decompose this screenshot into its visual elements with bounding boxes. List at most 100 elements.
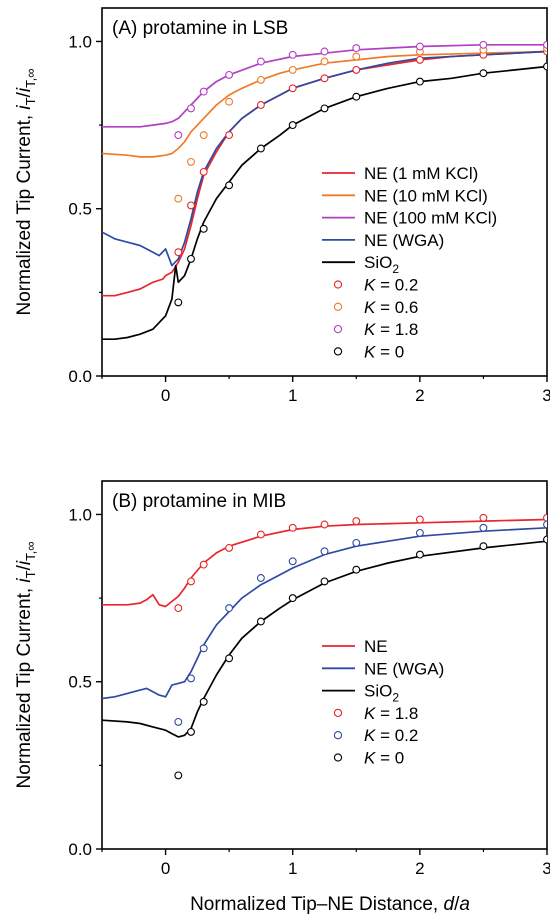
data-point-b-k-1-8-2 <box>199 560 208 569</box>
data-point-b-k-0-2-5 <box>288 557 297 566</box>
data-point-a-k-1-8-7 <box>352 44 361 53</box>
data-point-a-k-0-2-4 <box>256 101 265 109</box>
data-point-a-k-0-6-5 <box>288 65 297 74</box>
legend-swatch-a-k-0 <box>333 347 343 356</box>
legend-swatch-a-k-1-8 <box>333 324 343 334</box>
data-point-b-k-1-8-7 <box>352 517 361 526</box>
data-point-b-k-0-9 <box>479 542 488 551</box>
data-point-a-k-0-6-4 <box>256 75 265 84</box>
data-point-a-k-0-7 <box>352 92 361 101</box>
panel-title-a: (A) protamine in LSB <box>112 18 288 39</box>
data-point-a-k-1-8-6 <box>320 47 329 56</box>
legend-label-b-k-0-2: K = 0.2 <box>364 726 418 745</box>
plot-frame-b <box>101 480 548 850</box>
panel-title-b: (B) protamine in MIB <box>112 491 286 512</box>
legend-swatch-a-k-0-6 <box>333 302 343 311</box>
series-line-a-sio2 <box>102 65 547 341</box>
data-point-a-k-0-6-2 <box>199 131 208 140</box>
x-tick-label-b-2: 2 <box>415 859 424 878</box>
data-point-b-k-1-8-9 <box>479 513 488 522</box>
data-point-b-k-0-8 <box>415 550 424 559</box>
data-point-a-k-0-2-0 <box>174 248 183 257</box>
legend-swatch-b-k-0-2 <box>333 731 343 740</box>
series-line-b-ne-wga <box>102 526 547 700</box>
data-point-b-k-1-8-10 <box>543 513 547 522</box>
data-point-b-k-1-8-1 <box>187 577 195 586</box>
data-point-a-k-0-6-1 <box>187 157 195 166</box>
data-point-b-k-0-2-9 <box>479 523 488 532</box>
data-point-b-k-0-0 <box>174 771 183 780</box>
data-point-a-k-1-8-8 <box>415 42 424 51</box>
data-point-b-k-0-2-0 <box>174 717 183 726</box>
data-point-a-k-0-8 <box>415 77 424 86</box>
legend-label-a-k-0-2: K = 0.2 <box>364 276 418 295</box>
data-point-b-k-0-2-2 <box>199 644 208 653</box>
data-point-a-k-0-3 <box>225 181 234 190</box>
x-tick-label-b-3: 3 <box>542 859 550 878</box>
y-tick-label-b-2: 1.0 <box>68 505 92 524</box>
y-tick-label-b-0: 0.0 <box>68 840 92 859</box>
data-point-b-k-0-4 <box>256 617 265 626</box>
data-point-a-k-0-2-7 <box>352 65 361 74</box>
data-point-b-k-0-6 <box>320 577 329 586</box>
series-line-b-sio2 <box>102 540 547 738</box>
legend-label-b-k-0: K = 0 <box>364 749 404 768</box>
x-tick-label-a-1: 1 <box>288 386 297 405</box>
data-point-b-k-0-2-8 <box>415 528 424 537</box>
legend-label-b-ne: NE <box>364 637 388 656</box>
y-axis-label-b: Normalized Tip Current, iT/iT,∞ <box>14 542 38 789</box>
x-tick-label-a-2: 2 <box>415 386 424 405</box>
data-point-a-k-1-8-5 <box>288 50 297 59</box>
series-line-a-ne-10-mm-kcl <box>102 50 547 158</box>
data-point-a-k-0-2 <box>199 224 208 233</box>
legend-label-a-ne-10-mm-kcl: NE (10 mM KCl) <box>364 186 488 205</box>
y-tick-label-a-0: 0.0 <box>68 367 92 386</box>
data-point-b-k-0-1 <box>187 727 195 736</box>
x-axis-label: Normalized Tip–NE Distance, d/a <box>190 894 470 915</box>
legend-label-a-sio2: SiO2 <box>364 253 399 276</box>
data-point-a-k-1-8-10 <box>543 40 547 49</box>
legend-label-a-ne-100-mm-kcl: NE (100 mM KCl) <box>364 209 497 228</box>
data-point-b-k-0-10 <box>543 535 547 544</box>
x-tick-label-b-1: 1 <box>288 859 297 878</box>
legend-a: NE (1 mM KCl) NE (10 mM KCl) NE (100 mM KC… <box>322 164 497 361</box>
series-line-a-ne-1-mm-kcl <box>102 50 547 297</box>
data-point-b-k-0-2-3 <box>225 604 234 613</box>
data-point-a-k-1-8-4 <box>256 57 265 66</box>
panel-a-chart: 0 1 2 3 0.0 0.5 1.0 Normalized Tip Current, iT/… <box>14 7 550 405</box>
legend-swatch-a-k-0-2 <box>333 280 343 289</box>
data-point-a-k-0-6-0 <box>174 194 183 203</box>
data-point-b-k-0-5 <box>288 594 297 603</box>
data-point-b-k-1-8-4 <box>256 530 265 539</box>
y-axis-label-a: Normalized Tip Current, iT/iT,∞ <box>14 69 38 316</box>
series-line-a-ne-100-mm-kcl <box>102 43 547 128</box>
y-tick-label-a-1: 0.5 <box>68 200 92 219</box>
legend-label-a-k-0-6: K = 0.6 <box>364 298 418 317</box>
series-line-b-ne <box>102 518 547 608</box>
data-point-a-k-0-9 <box>479 69 488 78</box>
data-point-b-k-0-2-10 <box>543 520 547 529</box>
data-point-a-k-1-8-1 <box>187 104 195 113</box>
data-point-b-k-0-2-7 <box>352 538 361 547</box>
x-tick-label-a-3: 3 <box>542 386 550 405</box>
data-point-a-k-0-6 <box>320 104 329 113</box>
data-point-b-k-1-8-6 <box>320 520 329 529</box>
data-point-a-k-0-6-3 <box>225 97 234 106</box>
data-point-b-k-1-8-5 <box>288 523 297 532</box>
data-point-a-k-0-4 <box>256 144 265 153</box>
data-point-a-k-0-2-3 <box>225 131 234 140</box>
data-point-a-k-0-2-2 <box>199 167 208 176</box>
legend-swatch-b-k-0 <box>333 753 343 762</box>
data-point-a-k-0-2-6 <box>320 74 329 83</box>
data-point-b-k-0-2-4 <box>256 574 265 582</box>
x-tick-label-b-0: 0 <box>161 859 170 878</box>
legend-label-a-k-0: K = 0 <box>364 342 404 361</box>
data-point-b-k-1-8-3 <box>225 543 234 552</box>
data-point-b-k-0-2-1 <box>187 674 195 683</box>
legend-swatch-b-k-1-8 <box>333 708 343 718</box>
data-point-a-k-1-8-9 <box>479 40 488 49</box>
data-point-b-k-0-3 <box>225 654 234 663</box>
data-point-b-k-0-2 <box>199 697 208 706</box>
